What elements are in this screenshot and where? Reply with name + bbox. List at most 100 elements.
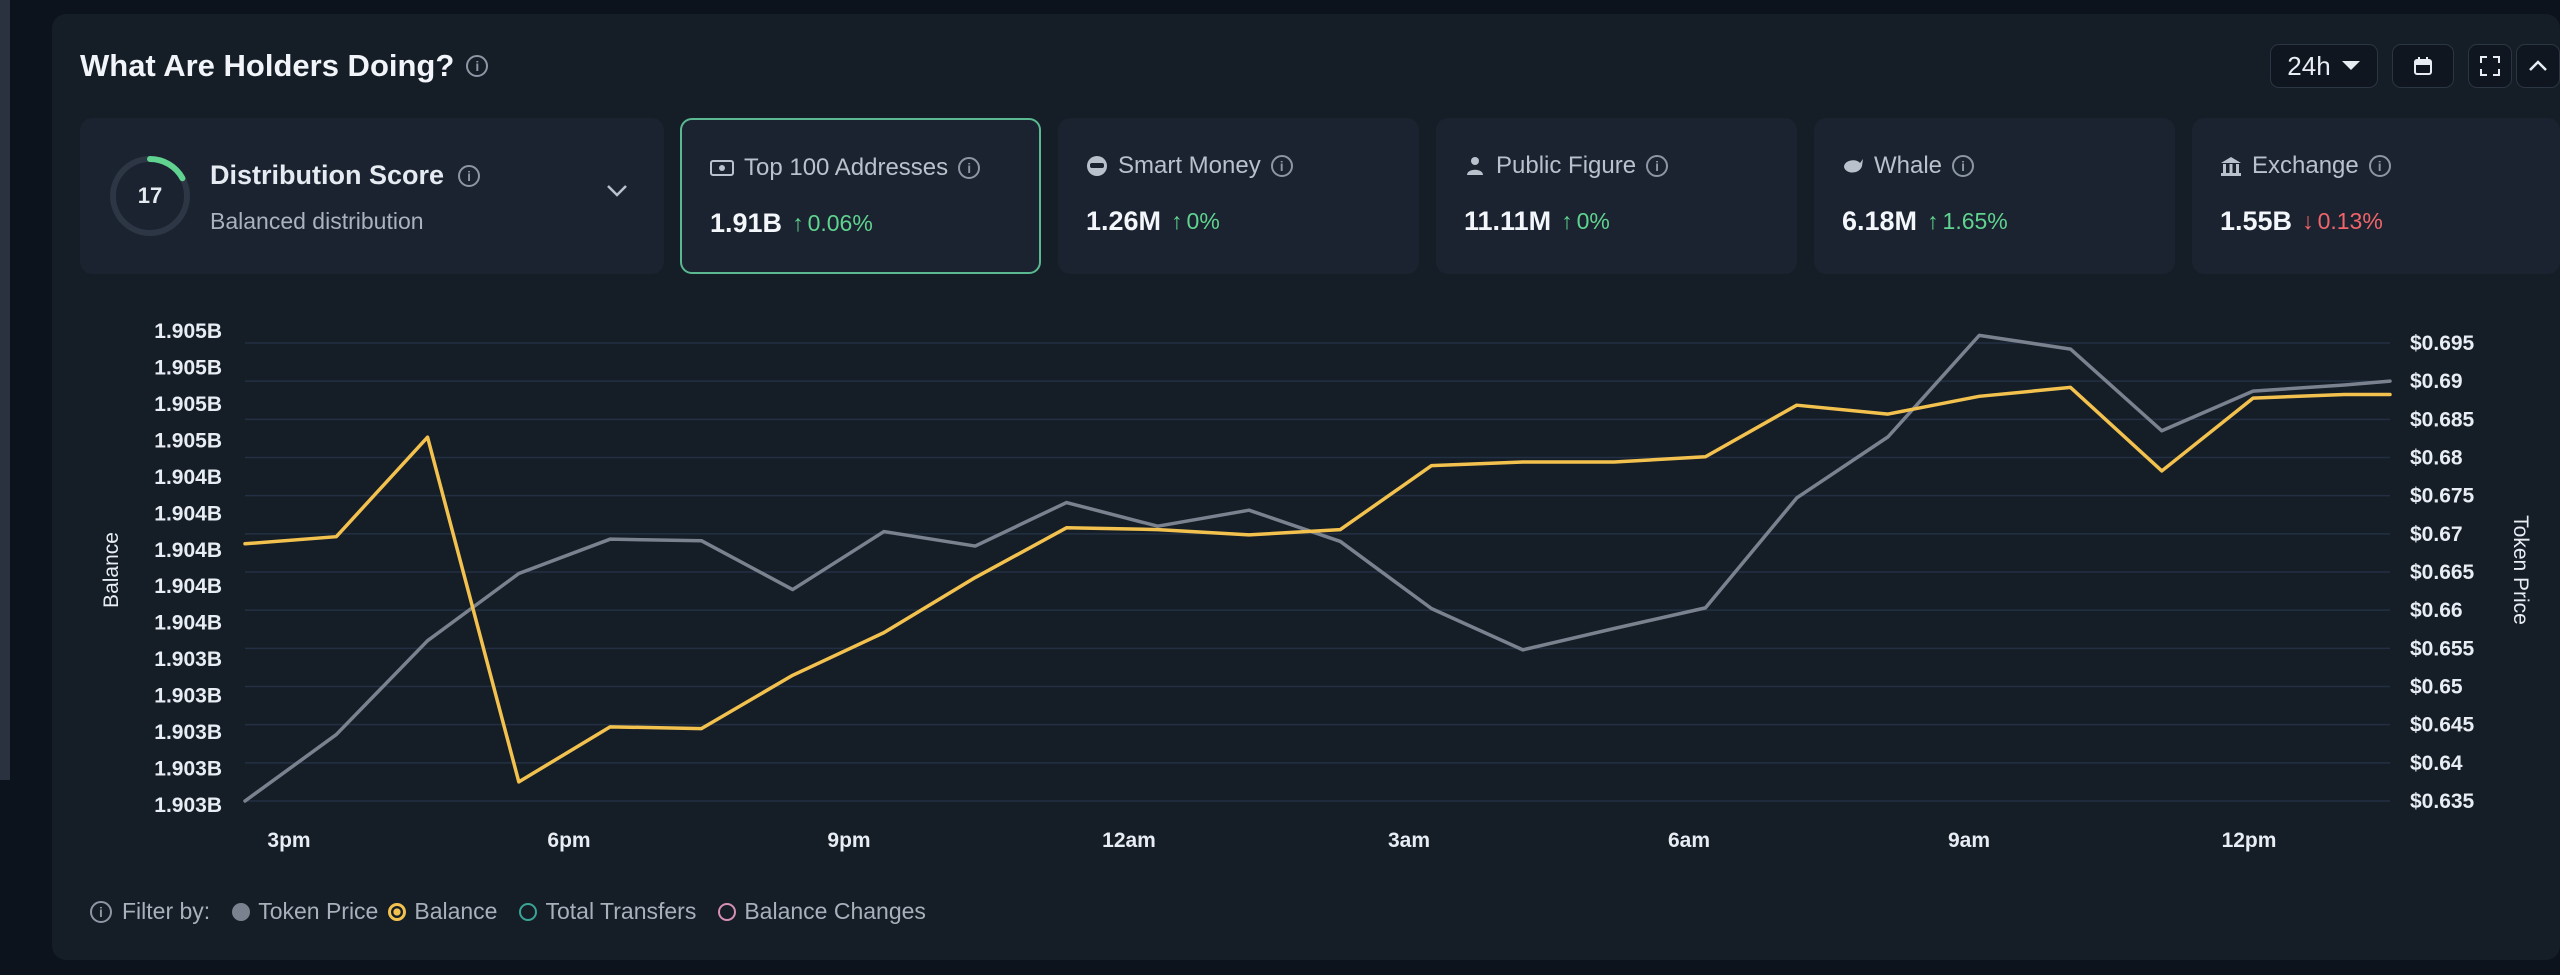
card-change-text: 0.13% bbox=[2317, 208, 2383, 234]
card-value-row: 6.18M ↑ 1.65% bbox=[1842, 206, 2008, 237]
right-tick-label: $0.68 bbox=[2410, 447, 2463, 470]
card-value-row: 1.55B ↓ 0.13% bbox=[2220, 206, 2383, 237]
legend-label: Token Price bbox=[258, 898, 379, 924]
left-tick-label: 1.904B bbox=[154, 539, 222, 562]
left-tick-label: 1.905B bbox=[154, 429, 222, 452]
left-tick-label: 1.904B bbox=[154, 466, 222, 489]
arrow-up-icon: ↑ bbox=[1561, 208, 1573, 234]
left-tick-label: 1.903B bbox=[154, 758, 222, 781]
arrow-down-icon: ↓ bbox=[2302, 208, 2314, 234]
time-range-select[interactable]: 24h bbox=[2270, 44, 2378, 88]
left-tick-label: 1.904B bbox=[154, 502, 222, 525]
calendar-button[interactable] bbox=[2392, 44, 2454, 88]
left-tick-label: 1.903B bbox=[154, 794, 222, 817]
x-tick-label: 6pm bbox=[547, 829, 590, 852]
page-scrollbar[interactable] bbox=[0, 0, 10, 780]
left-tick-label: 1.904B bbox=[154, 612, 222, 635]
card-change: ↓ 0.13% bbox=[2302, 208, 2383, 235]
chevron-down-icon[interactable] bbox=[606, 184, 628, 198]
card-label: Whale bbox=[1874, 152, 1943, 179]
card-label-row: Public Figure i bbox=[1464, 152, 1669, 180]
info-icon[interactable]: i bbox=[2368, 155, 2391, 177]
card-smart-money[interactable]: Smart Money i 1.26M ↑ 0% bbox=[1058, 118, 1419, 274]
distribution-subtitle: Balanced distribution bbox=[210, 208, 424, 234]
right-tick-label: $0.655 bbox=[2410, 637, 2475, 660]
left-tick-label: 1.905B bbox=[154, 393, 222, 416]
distribution-score-value: 17 bbox=[137, 183, 163, 208]
info-icon[interactable]: i bbox=[458, 164, 481, 187]
right-tick-label: $0.635 bbox=[2410, 790, 2475, 813]
card-change: ↑ 0% bbox=[1561, 208, 1610, 235]
right-tick-label: $0.685 bbox=[2410, 408, 2475, 431]
card-label: Top 100 Addresses bbox=[744, 154, 949, 181]
expand-icon bbox=[2480, 56, 2500, 76]
exchange-icon bbox=[2221, 157, 2241, 176]
legend-dot bbox=[519, 902, 538, 921]
left-tick-label: 1.903B bbox=[154, 685, 222, 708]
filter-total-transfers[interactable]: Total Transfers bbox=[519, 898, 696, 925]
filter-balance-changes[interactable]: Balance Changes bbox=[718, 898, 926, 925]
info-icon[interactable]: i bbox=[466, 55, 489, 77]
info-icon[interactable]: i bbox=[1646, 155, 1669, 177]
panel-title: What Are Holders Doing? i bbox=[80, 48, 489, 84]
right-tick-label: $0.67 bbox=[2410, 523, 2463, 546]
card-top-100-addresses[interactable]: Top 100 Addresses i 1.91B ↑ 0.06% bbox=[680, 118, 1041, 274]
x-tick-label: 3pm bbox=[267, 829, 310, 852]
balance-series-line bbox=[243, 385, 2392, 784]
left-tick-label: 1.903B bbox=[154, 721, 222, 744]
legend-label: Total Transfers bbox=[545, 898, 697, 924]
left-tick-label: 1.905B bbox=[154, 320, 222, 343]
card-value: 1.55B bbox=[2220, 206, 2293, 236]
info-icon[interactable]: i bbox=[90, 900, 112, 923]
chevron-up-icon bbox=[2529, 60, 2547, 71]
card-public-figure[interactable]: Public Figure i 11.11M ↑ 0% bbox=[1436, 118, 1797, 274]
panel-controls: 24h bbox=[2270, 44, 2560, 88]
info-icon[interactable]: i bbox=[1270, 155, 1293, 177]
left-axis-title: Balance bbox=[100, 532, 123, 608]
smart-money-icon bbox=[1087, 156, 1107, 176]
card-value-row: 11.11M ↑ 0% bbox=[1464, 206, 1610, 237]
filter-token-price[interactable]: Token Price bbox=[232, 898, 378, 925]
filter-balance[interactable]: Balance bbox=[388, 898, 497, 925]
card-change: ↑ 0% bbox=[1171, 208, 1220, 235]
right-tick-label: $0.69 bbox=[2410, 370, 2463, 393]
card-whale[interactable]: Whale i 6.18M ↑ 1.65% bbox=[1814, 118, 2175, 274]
card-label-row: Top 100 Addresses i bbox=[710, 154, 981, 182]
right-tick-label: $0.64 bbox=[2410, 752, 2463, 775]
whale-icon bbox=[1844, 159, 1863, 173]
token-price-series-line bbox=[243, 333, 2392, 803]
wallet-icon bbox=[710, 160, 734, 176]
right-tick-label: $0.695 bbox=[2410, 332, 2475, 355]
info-icon[interactable]: i bbox=[1952, 155, 1975, 177]
card-value-row: 1.91B ↑ 0.06% bbox=[710, 208, 873, 239]
info-icon[interactable]: i bbox=[958, 157, 981, 179]
fullscreen-button[interactable] bbox=[2468, 44, 2512, 88]
card-value: 6.18M bbox=[1842, 206, 1918, 236]
filter-label: Filter by: bbox=[122, 898, 211, 924]
card-change-text: 0.06% bbox=[807, 210, 873, 236]
card-value: 1.91B bbox=[710, 208, 783, 238]
x-tick-label: 12am bbox=[1102, 829, 1156, 852]
card-change-text: 0% bbox=[1186, 208, 1220, 234]
holder-cards: 17 Distribution Score i Balanced distrib… bbox=[80, 118, 2560, 274]
time-range-value: 24h bbox=[2287, 50, 2331, 81]
calendar-icon bbox=[2414, 57, 2432, 75]
x-tick-label: 9pm bbox=[827, 829, 870, 852]
arrow-up-icon: ↑ bbox=[1171, 208, 1183, 234]
right-tick-label: $0.66 bbox=[2410, 599, 2463, 622]
card-exchange[interactable]: Exchange i 1.55B ↓ 0.13% bbox=[2192, 118, 2560, 274]
card-change: ↑ 0.06% bbox=[792, 210, 873, 237]
card-change-text: 1.65% bbox=[1942, 208, 2008, 234]
distribution-score-card[interactable]: 17 Distribution Score i Balanced distrib… bbox=[80, 118, 664, 274]
public-figure-icon bbox=[1467, 157, 1483, 175]
left-tick-label: 1.905B bbox=[154, 356, 222, 379]
card-label-row: Whale i bbox=[1842, 152, 1975, 180]
chart-legend: i Filter by: Token Price Balance Total T… bbox=[90, 898, 926, 925]
collapse-button[interactable] bbox=[2516, 44, 2560, 88]
left-tick-label: 1.903B bbox=[154, 648, 222, 671]
card-change: ↑ 1.65% bbox=[1927, 208, 2008, 235]
arrow-up-icon: ↑ bbox=[792, 210, 804, 236]
legend-dot bbox=[232, 902, 251, 921]
card-value: 1.26M bbox=[1086, 206, 1162, 236]
